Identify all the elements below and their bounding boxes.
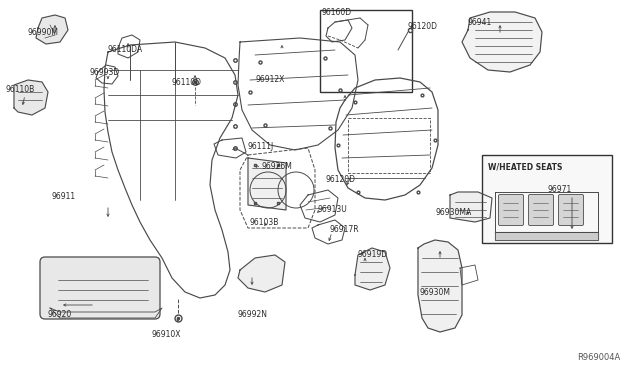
Polygon shape [450, 192, 492, 222]
Text: 96971: 96971 [548, 185, 572, 194]
Text: 96993D: 96993D [90, 68, 120, 77]
Text: 96926M: 96926M [262, 162, 293, 171]
Polygon shape [462, 12, 542, 72]
Text: 96110DA: 96110DA [108, 45, 143, 54]
Polygon shape [418, 240, 462, 332]
Text: 96941: 96941 [468, 18, 492, 27]
Text: 96919D: 96919D [358, 250, 388, 259]
FancyBboxPatch shape [559, 195, 584, 225]
Text: 96911: 96911 [52, 192, 76, 201]
Polygon shape [248, 158, 286, 210]
Text: 96160D: 96160D [322, 8, 352, 17]
Text: 96103B: 96103B [250, 218, 280, 227]
Text: 96992N: 96992N [238, 310, 268, 319]
FancyBboxPatch shape [499, 195, 524, 225]
Text: 96120D: 96120D [325, 175, 355, 184]
Text: 96990M: 96990M [28, 28, 59, 37]
Bar [482, 155, 612, 243]
Text: 96912X: 96912X [255, 75, 284, 84]
Text: 96110D: 96110D [172, 78, 202, 87]
Text: W/HEATED SEATS: W/HEATED SEATS [488, 162, 563, 171]
FancyBboxPatch shape [40, 257, 160, 319]
Text: 96910X: 96910X [152, 330, 182, 339]
Bar [348, 118, 430, 173]
Polygon shape [495, 232, 598, 240]
Text: 96920: 96920 [48, 310, 72, 319]
Text: 96913U: 96913U [318, 205, 348, 214]
Text: 96930M: 96930M [420, 288, 451, 297]
Text: 96120D: 96120D [408, 22, 438, 31]
Polygon shape [14, 80, 48, 115]
Polygon shape [238, 255, 285, 292]
Text: 96917R: 96917R [330, 225, 360, 234]
Polygon shape [36, 15, 68, 44]
Text: R969004A: R969004A [577, 353, 620, 362]
Bar [320, 10, 412, 92]
FancyBboxPatch shape [529, 195, 554, 225]
Text: 96110B: 96110B [5, 85, 35, 94]
Text: 96930MA: 96930MA [435, 208, 471, 217]
Text: 96111J: 96111J [248, 142, 275, 151]
Polygon shape [355, 248, 390, 290]
